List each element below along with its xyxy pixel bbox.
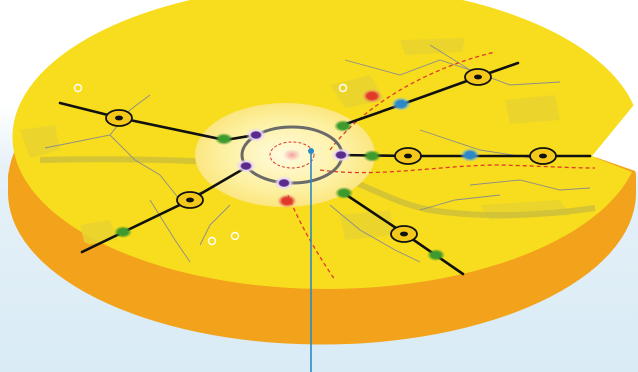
station-green [334, 120, 352, 132]
station-green [427, 249, 445, 261]
marker-ring [73, 83, 83, 93]
marker-ring [338, 83, 348, 93]
station-purple [274, 176, 294, 190]
station-green [114, 226, 132, 238]
center-pink-dot [283, 149, 301, 161]
hub-node [464, 68, 492, 86]
hub-node [390, 225, 418, 243]
marker-ring [207, 236, 217, 246]
hubs [105, 68, 557, 243]
hub-node [105, 109, 133, 127]
hub-node [176, 191, 204, 209]
station-green [363, 150, 381, 162]
station-blue [391, 97, 411, 111]
vertical-pin [308, 148, 314, 372]
station-red [362, 89, 382, 103]
station-green [215, 133, 233, 145]
station-blue [460, 148, 480, 162]
hub-node [529, 147, 557, 165]
station-green [335, 187, 353, 199]
wedge-cut [592, 100, 638, 172]
center-ring-inner [269, 141, 315, 169]
ring-markers [73, 83, 348, 246]
stations [114, 89, 480, 261]
marker-ring [230, 231, 240, 241]
station-red [277, 194, 297, 208]
hub-node [394, 147, 422, 165]
station-purple [236, 159, 256, 173]
station-purple [246, 128, 266, 142]
station-purple [331, 148, 351, 162]
